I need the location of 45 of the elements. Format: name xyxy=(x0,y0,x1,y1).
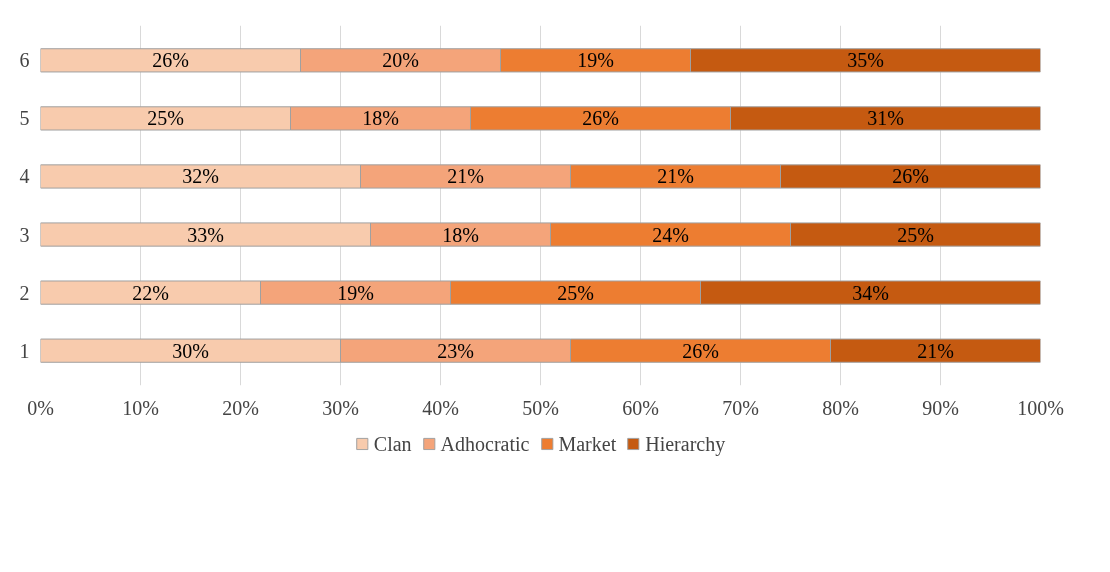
y-tick-label: 6 xyxy=(19,49,30,72)
data-label: 25% xyxy=(147,107,184,130)
data-label: 18% xyxy=(442,223,479,246)
data-label: 35% xyxy=(847,49,884,72)
x-tick-label: 0% xyxy=(27,396,54,419)
data-label: 21% xyxy=(447,165,484,188)
data-label: 20% xyxy=(382,49,419,72)
data-label: 25% xyxy=(897,223,934,246)
y-tick-label: 4 xyxy=(19,165,30,188)
data-label: 19% xyxy=(577,49,614,72)
y-tick-label: 5 xyxy=(19,107,30,130)
x-tick-label: 100% xyxy=(1017,396,1064,419)
data-label: 32% xyxy=(182,165,219,188)
y-tick-label: 1 xyxy=(19,339,30,362)
x-tick-label: 40% xyxy=(422,396,459,419)
x-tick-label: 30% xyxy=(322,396,359,419)
y-tick-label: 3 xyxy=(19,223,30,246)
y-tick-label: 2 xyxy=(19,281,30,304)
x-tick-label: 10% xyxy=(122,396,159,419)
x-tick-label: 80% xyxy=(822,396,859,419)
data-label: 24% xyxy=(652,223,689,246)
data-label: 22% xyxy=(132,281,169,304)
data-label: 26% xyxy=(682,339,719,362)
legend-label: Hierarchy xyxy=(645,432,726,455)
data-label: 21% xyxy=(917,339,954,362)
data-label: 30% xyxy=(172,339,209,362)
data-label: 33% xyxy=(187,223,224,246)
legend-label: Clan xyxy=(373,432,412,455)
data-label: 18% xyxy=(362,107,399,130)
data-label: 23% xyxy=(437,339,474,362)
data-label: 26% xyxy=(892,165,929,188)
data-label: 19% xyxy=(337,281,374,304)
x-tick-label: 90% xyxy=(922,396,959,419)
legend-label: Market xyxy=(558,432,617,455)
x-tick-label: 50% xyxy=(522,396,559,419)
data-label: 26% xyxy=(152,49,189,72)
x-tick-label: 60% xyxy=(622,396,659,419)
data-label: 31% xyxy=(867,107,904,130)
x-tick-label: 70% xyxy=(722,396,759,419)
data-label: 25% xyxy=(557,281,594,304)
x-tick-label: 20% xyxy=(222,396,259,419)
data-label: 21% xyxy=(657,165,694,188)
legend-label: Adhocratic xyxy=(440,432,530,455)
data-label: 26% xyxy=(582,107,619,130)
data-label: 34% xyxy=(852,281,889,304)
